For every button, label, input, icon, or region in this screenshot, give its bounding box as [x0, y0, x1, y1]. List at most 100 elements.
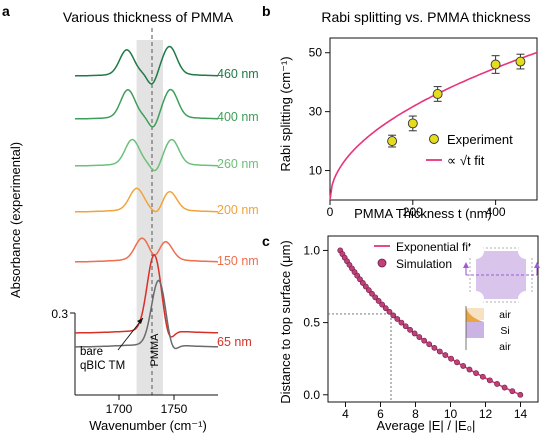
panel-c-ticks: 4 6 8 10 12 14 0.0 0.5 1.0	[303, 243, 527, 421]
panel-a-letter: a	[2, 3, 10, 19]
profile-decay	[466, 308, 484, 322]
experiment-point	[407, 118, 418, 129]
annotation-arrow	[117, 317, 144, 351]
simulation-point	[369, 290, 375, 297]
simulation-point	[442, 352, 449, 358]
curve-label-400-nm: 400 nm	[217, 110, 259, 124]
simulation-point	[517, 391, 524, 398]
panel-c-letter: c	[262, 233, 270, 249]
experiment-point	[432, 89, 443, 99]
panel-a-xtick-label-1: 1750	[161, 402, 188, 416]
panel-a-xlabel: Wavenumber (cm⁻¹)	[89, 418, 207, 433]
simulation-point	[379, 301, 386, 308]
simulation-point	[448, 355, 454, 362]
panel-c-guides	[328, 313, 392, 402]
panel-c-ylabel: Distance to top surface (μm)	[278, 240, 293, 404]
experiment-point	[387, 136, 398, 147]
simulation-point	[407, 326, 413, 333]
panel-c-xtick-label-1: 6	[377, 407, 384, 421]
panel-b-ylabel: Rabi splitting (cm⁻¹)	[278, 56, 293, 171]
panel-c-xtick-label-2: 8	[412, 407, 419, 421]
panel-b-xlabel: PMMA Thickness t (nm)	[354, 206, 492, 221]
panel-c-ytick-label-2: 1.0	[303, 243, 320, 257]
curve-label-260-nm: 260 nm	[217, 157, 259, 171]
inset-label-air-bottom: air	[499, 341, 511, 353]
simulation-point	[375, 298, 382, 304]
simulation-point	[494, 381, 500, 387]
panel-c-xtick-label-0: 4	[342, 407, 349, 421]
simulation-point	[460, 363, 467, 369]
curve-150-nm	[74, 237, 218, 263]
panel-a: a Various thickness of PMMA Absorbance (…	[2, 3, 259, 433]
legend-exp-fit-label: Exponential fit	[396, 240, 472, 254]
annotation-bare-1: bare	[80, 346, 103, 358]
panel-b: b Rabi splitting vs. PMMA thickness Rabi…	[262, 3, 538, 221]
profile-si	[466, 322, 484, 338]
unit-cell-hole-4	[518, 291, 534, 307]
panel-b-points	[387, 53, 526, 148]
curve-bare-qbic-tm	[75, 279, 219, 350]
curve-460-nm	[74, 45, 218, 85]
legend-simulation-label: Simulation	[396, 257, 452, 271]
simulation-point	[402, 323, 409, 330]
curve-label-460-nm: 460 nm	[217, 67, 259, 81]
unit-cell-hole-1	[468, 243, 484, 259]
simulation-point	[411, 330, 418, 337]
curve-label-200-nm: 200 nm	[217, 203, 259, 217]
unit-cell-hole-2	[518, 243, 534, 259]
panel-c: c Distance to top surface (μm) Average |…	[262, 233, 540, 433]
simulation-point	[509, 388, 516, 395]
annotation-bare-2: qBIC TM	[80, 360, 125, 372]
panel-a-ytick: 0.3	[51, 307, 68, 321]
simulation-point	[486, 377, 493, 384]
legend-experiment-marker	[429, 134, 439, 144]
simulation-point	[382, 305, 389, 312]
simulation-point	[421, 337, 428, 344]
panel-c-ytick-label-1: 0.5	[303, 316, 320, 330]
panel-c-xlabel: Average |E| / |E₀|	[377, 418, 476, 433]
legend-simulation-marker	[377, 258, 387, 268]
panel-a-xtick-label-0: 1700	[106, 402, 133, 416]
panel-b-xtick-label-1: 200	[403, 205, 423, 219]
panel-c-xtick-label-5: 14	[514, 407, 528, 421]
simulation-point	[431, 344, 438, 351]
simulation-point	[436, 348, 443, 355]
simulation-point	[390, 312, 397, 319]
panel-b-xtick-label-2: 400	[486, 205, 506, 219]
unit-cell-inset: air Si air	[463, 243, 540, 353]
panel-a-xticks: 1700 1750	[106, 395, 188, 416]
pmma-band	[136, 40, 163, 395]
inset-label-air-top: air	[499, 309, 511, 321]
simulation-point	[398, 319, 405, 326]
experiment-point	[515, 56, 526, 67]
inset-label-si: Si	[500, 325, 509, 337]
curve-label-150-nm: 150 nm	[217, 254, 259, 268]
panel-b-frame	[329, 37, 538, 201]
simulation-point	[466, 366, 473, 373]
simulation-point	[372, 294, 379, 301]
panel-c-xtick-label-3: 10	[444, 407, 458, 421]
legend-fit-label: ∝ √t fit	[447, 153, 485, 168]
simulation-point	[426, 341, 433, 348]
panel-c-points	[337, 247, 524, 398]
panel-a-curve-labels: 460 nm 400 nm 260 nm 200 nm 150 nm 65 nm	[217, 67, 259, 349]
panel-b-title: Rabi splitting vs. PMMA thickness	[321, 9, 530, 25]
simulation-point	[386, 308, 393, 315]
curve-260-nm	[74, 138, 218, 172]
unit-cell-hole-3	[468, 291, 484, 307]
annotation-arrowhead	[137, 318, 143, 324]
panel-c-ytick-label-0: 0.0	[303, 388, 320, 402]
panel-b-xtick-label-0: 0	[327, 205, 334, 219]
simulation-point	[454, 359, 460, 366]
curve-400-nm	[74, 88, 218, 128]
simulation-point	[394, 316, 401, 322]
annotation-pmma: PMMA	[149, 333, 161, 367]
panel-b-fit-line	[329, 51, 538, 201]
panel-b-ytick-label-0: 10	[309, 164, 323, 178]
panel-b-ytick-label-2: 50	[309, 46, 323, 60]
panel-b-letter: b	[262, 3, 271, 19]
curve-label-65-nm: 65 nm	[217, 335, 252, 349]
panel-a-curves	[74, 45, 219, 350]
experiment-point	[490, 59, 501, 70]
